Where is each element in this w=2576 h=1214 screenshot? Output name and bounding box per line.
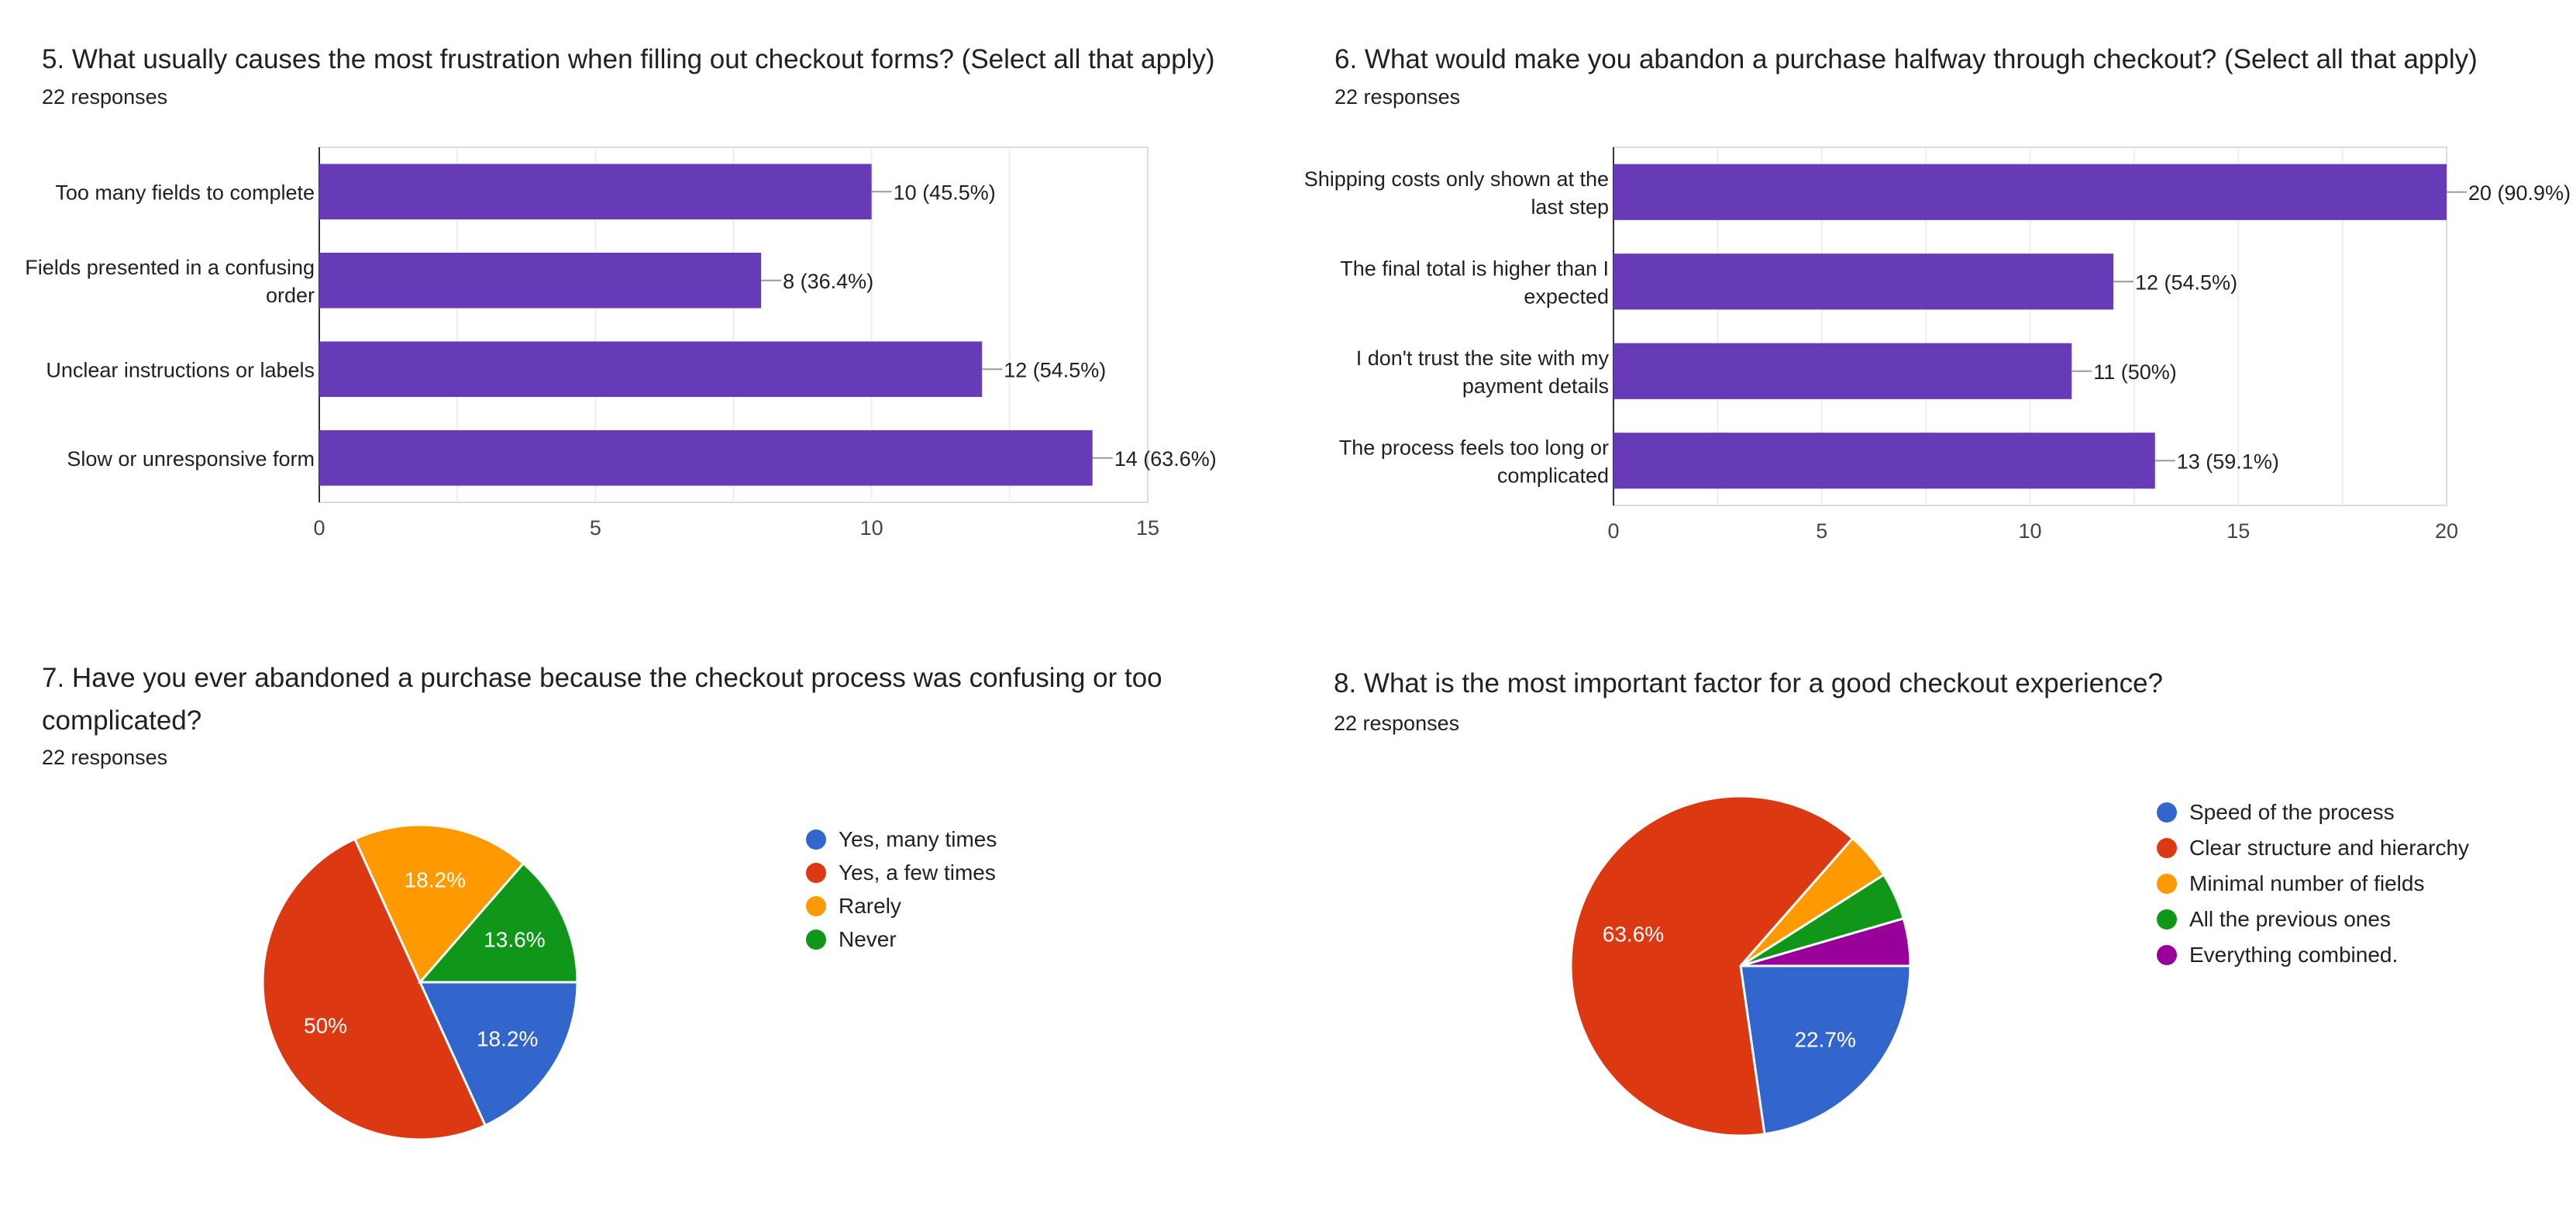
question-7-title-line-2: complicated? bbox=[42, 705, 202, 736]
legend-item: Speed of the process bbox=[2157, 795, 2469, 830]
legend-swatch-icon bbox=[2157, 945, 2177, 965]
legend-item: Everything combined. bbox=[2157, 937, 2469, 973]
bar bbox=[1613, 433, 2155, 489]
category-label: expected bbox=[1524, 285, 1609, 308]
x-tick-label: 0 bbox=[1607, 519, 1619, 543]
legend-swatch-icon bbox=[2157, 909, 2177, 929]
legend-label: Never bbox=[839, 926, 897, 951]
slice-label: 63.6% bbox=[1603, 923, 1664, 947]
question-8-title: 8. What is the most important factor for… bbox=[1334, 668, 2163, 698]
category-label: The process feels too long or bbox=[1339, 436, 1609, 459]
legend-label: Everything combined. bbox=[2189, 943, 2399, 967]
question-6-title: 6. What would make you abandon a purchas… bbox=[1334, 44, 2478, 74]
legend-label: Yes, many times bbox=[839, 826, 997, 851]
legend-label: Minimal number of fields bbox=[2189, 871, 2425, 895]
pie-slice bbox=[1739, 964, 1912, 1136]
data-label: 14 (63.6%) bbox=[1114, 447, 1217, 471]
category-label: payment details bbox=[1462, 374, 1609, 398]
pie-slice bbox=[1740, 916, 1912, 967]
slice-label: 18.2% bbox=[477, 1026, 538, 1050]
legend-swatch-icon bbox=[806, 895, 826, 916]
pie-slice bbox=[261, 837, 487, 1141]
legend-swatch-icon bbox=[2157, 802, 2177, 823]
slice-label: 18.2% bbox=[405, 867, 466, 892]
legend-swatch-icon bbox=[2157, 838, 2177, 858]
category-label: last step bbox=[1531, 195, 1609, 219]
slice-label: 22.7% bbox=[1794, 1028, 1855, 1052]
x-tick-label: 10 bbox=[2018, 519, 2041, 543]
category-label: Slow or unresponsive form bbox=[67, 447, 315, 471]
slice-label: 13.6% bbox=[484, 927, 545, 951]
bar bbox=[319, 341, 983, 398]
legend-label: All the previous ones bbox=[2189, 907, 2391, 931]
legend-item: Yes, many times bbox=[806, 823, 997, 856]
x-tick-label: 15 bbox=[2226, 519, 2250, 543]
bar bbox=[319, 164, 872, 220]
legend-label: Rarely bbox=[839, 893, 901, 918]
category-label: complicated bbox=[1497, 464, 1609, 487]
bar bbox=[319, 429, 1093, 486]
question-7-response-count: 22 responses bbox=[42, 746, 168, 769]
category-label: Too many fields to complete bbox=[55, 181, 315, 204]
pie-slice bbox=[417, 861, 579, 984]
category-label: The final total is higher than I bbox=[1340, 257, 1609, 280]
legend-item: All the previous ones bbox=[2157, 902, 2469, 937]
legend-label: Speed of the process bbox=[2189, 800, 2395, 824]
data-label: 12 (54.5%) bbox=[2135, 271, 2237, 294]
question-8-legend: Speed of the process Clear structure and … bbox=[2157, 795, 2469, 973]
x-tick-label: 0 bbox=[313, 516, 325, 540]
question-7-pie-chart: 18.2% 50% 18.2% 13.6% bbox=[261, 823, 579, 1141]
x-tick-label: 5 bbox=[1816, 519, 1827, 543]
data-label: 13 (59.1%) bbox=[2177, 450, 2279, 473]
data-label: 12 (54.5%) bbox=[1004, 358, 1106, 381]
legend-item: Yes, a few times bbox=[806, 856, 997, 889]
category-label: Shipping costs only shown at the bbox=[1304, 167, 1609, 191]
bar bbox=[1613, 343, 2072, 399]
category-label: I don't trust the site with my bbox=[1356, 347, 1610, 370]
question-8-response-count: 22 responses bbox=[1334, 712, 1460, 735]
data-label: 20 (90.9%) bbox=[2468, 181, 2571, 205]
legend-label: Yes, a few times bbox=[839, 860, 996, 885]
x-tick-label: 20 bbox=[2435, 519, 2458, 543]
data-label: 11 (50%) bbox=[2093, 360, 2177, 384]
legend-swatch-icon bbox=[2157, 874, 2177, 894]
question-6-bar-chart: 0 5 10 15 20 20 (90.9%) Shipping costs only sh… bbox=[1304, 147, 2571, 543]
x-tick-label: 15 bbox=[1136, 516, 1159, 540]
legend-item: Clear structure and hierarchy bbox=[2157, 830, 2469, 866]
legend-swatch-icon bbox=[806, 862, 826, 883]
question-5-title: 5. What usually causes the most frustrat… bbox=[42, 44, 1215, 74]
legend-item: Never bbox=[806, 923, 997, 956]
data-label: 10 (45.5%) bbox=[894, 181, 996, 204]
bar bbox=[1613, 164, 2447, 220]
question-6-response-count: 22 responses bbox=[1334, 85, 1461, 109]
question-7-legend: Yes, many times Yes, a few times Rarely Nev… bbox=[806, 823, 997, 956]
pie-slice bbox=[353, 823, 525, 985]
legend-swatch-icon bbox=[806, 929, 826, 950]
category-label: order bbox=[266, 284, 315, 307]
category-label: Fields presented in a confusing bbox=[25, 256, 315, 279]
slice-label: 50% bbox=[304, 1014, 347, 1038]
pie-slice bbox=[418, 981, 579, 1127]
legend-item: Minimal number of fields bbox=[2157, 866, 2469, 902]
legend-swatch-icon bbox=[806, 829, 826, 850]
bar bbox=[319, 252, 762, 309]
data-label: 8 (36.4%) bbox=[783, 270, 873, 293]
x-tick-label: 10 bbox=[860, 516, 883, 540]
question-5-bar-chart: 0 5 10 15 10 (45.5%) Too many fields to compl… bbox=[25, 147, 1217, 540]
legend-label: Clear structure and hierarchy bbox=[2189, 836, 2470, 860]
category-label: Unclear instructions or labels bbox=[46, 358, 315, 381]
legend-item: Rarely bbox=[806, 889, 997, 923]
question-7-title-line-1: 7. Have you ever abandoned a purchase be… bbox=[42, 663, 1162, 693]
x-tick-label: 5 bbox=[590, 516, 601, 540]
question-5-response-count: 22 responses bbox=[42, 85, 168, 109]
bar bbox=[1613, 253, 2113, 310]
pie-slice bbox=[1569, 795, 1855, 1137]
question-8-pie-chart: 22.7% 63.6% bbox=[1569, 795, 1912, 1137]
